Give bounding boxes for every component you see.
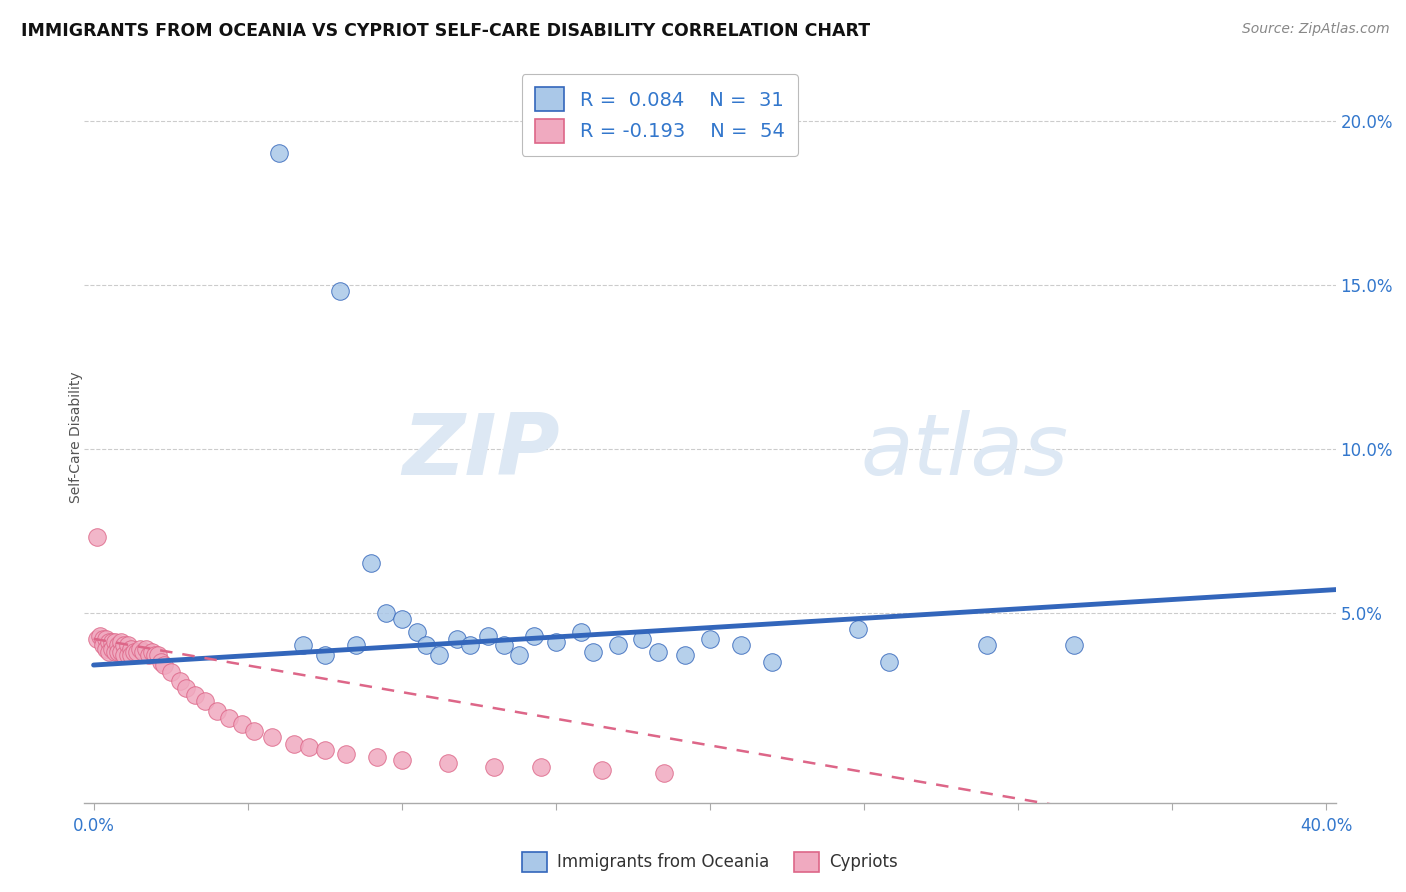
Point [631,632,654,646]
Point [415,638,437,652]
Legend: Immigrants from Oceania, Cypriots: Immigrants from Oceania, Cypriots [516,845,904,879]
Y-axis label: Self-Care Disability: Self-Care Disability [69,371,83,503]
Point [120,641,142,656]
Point [591,763,613,777]
Point [877,655,900,669]
Point [652,766,675,780]
Point [391,753,413,767]
Point [117,638,139,652]
Point [98,645,121,659]
Point [262,730,284,744]
Point [761,655,783,669]
Point [132,645,155,659]
Point [143,648,166,663]
Point [730,638,752,652]
Point [267,146,290,161]
Point [148,648,170,663]
Text: IMMIGRANTS FROM OCEANIA VS CYPRIOT SELF-CARE DISABILITY CORRELATION CHART: IMMIGRANTS FROM OCEANIA VS CYPRIOT SELF-… [21,22,870,40]
Point [138,648,160,663]
Point [218,710,240,724]
Point [1063,638,1085,652]
Point [101,635,124,649]
Point [292,638,315,652]
Point [153,658,176,673]
Point [529,760,551,774]
Point [174,681,197,695]
Point [120,648,142,663]
Point [492,638,515,652]
Point [523,628,546,642]
Point [375,606,398,620]
Point [699,632,721,646]
Point [110,645,132,659]
Point [673,648,696,663]
Text: atlas: atlas [860,410,1069,493]
Point [335,747,357,761]
Point [122,645,145,659]
Point [298,739,321,754]
Point [159,665,181,679]
Point [458,638,481,652]
Text: ZIP: ZIP [402,410,560,493]
Point [101,641,124,656]
Point [91,638,114,652]
Point [406,625,429,640]
Point [391,612,413,626]
Point [125,645,148,659]
Point [314,743,336,757]
Point [231,717,253,731]
Point [128,641,150,656]
Point [91,632,114,646]
Point [344,638,367,652]
Point [329,284,352,298]
Point [107,645,129,659]
Point [110,635,132,649]
Point [508,648,530,663]
Point [107,638,129,652]
Point [169,674,191,689]
Point [86,632,108,646]
Point [427,648,450,663]
Point [360,557,382,571]
Point [544,635,567,649]
Text: Source: ZipAtlas.com: Source: ZipAtlas.com [1241,22,1389,37]
Point [477,628,499,642]
Point [89,628,111,642]
Point [437,756,460,771]
Point [184,688,207,702]
Point [112,638,135,652]
Point [94,632,117,646]
Point [86,530,108,544]
Point [193,694,215,708]
Point [569,625,592,640]
Point [135,641,157,656]
Point [94,641,117,656]
Point [446,632,468,646]
Point [976,638,998,652]
Point [205,704,228,718]
Point [606,638,628,652]
Point [647,645,669,659]
Point [846,622,869,636]
Point [243,723,266,738]
Point [98,635,121,649]
Point [104,645,127,659]
Point [582,645,605,659]
Point [104,635,127,649]
Point [150,655,173,669]
Point [117,648,139,663]
Point [283,737,305,751]
Point [314,648,336,663]
Point [112,648,135,663]
Point [484,760,506,774]
Point [366,750,388,764]
Point [141,645,163,659]
